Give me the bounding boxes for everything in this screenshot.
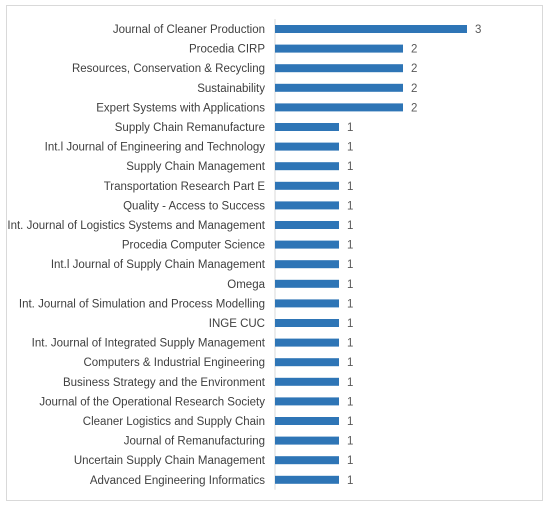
bar (275, 299, 339, 308)
category-label: Int.l Journal of Engineering and Technol… (45, 142, 266, 154)
category-label: Sustainability (197, 83, 265, 95)
bar (275, 123, 339, 131)
category-label: Advanced Engineering Informatics (90, 475, 265, 487)
category-label: Omega (227, 279, 265, 291)
data-label: 1 (347, 338, 353, 350)
bar (275, 377, 339, 386)
data-label: 1 (347, 396, 353, 408)
data-labels-group: 3 2 2 2 2 1 1 1 1 1 1 1 1 1 1 1 1 1 1 1 1 1 1 1 (347, 24, 481, 487)
bar (275, 260, 339, 269)
bar (275, 83, 403, 92)
data-label: 1 (347, 181, 353, 193)
data-label: 1 (347, 122, 353, 134)
bar (275, 162, 339, 171)
data-label: 1 (347, 475, 353, 487)
category-label: Computers & Industrial Engineering (83, 357, 265, 369)
data-label: 1 (347, 436, 353, 448)
data-label: 1 (347, 240, 353, 252)
category-label: Procedia Computer Science (122, 240, 265, 252)
bar (275, 181, 339, 190)
bar (275, 417, 339, 425)
category-label: Journal of the Operational Research Soci… (39, 396, 265, 408)
data-label: 1 (347, 318, 353, 330)
data-label: 1 (347, 142, 353, 154)
category-labels-group: Journal of Cleaner Production Procedia CI… (7, 24, 265, 487)
data-label: 1 (347, 416, 353, 428)
data-label: 2 (411, 44, 417, 56)
data-label: 1 (347, 259, 353, 271)
data-label: 2 (411, 63, 417, 75)
data-label: 2 (411, 83, 417, 95)
category-label: Business Strategy and the Environment (63, 377, 266, 389)
category-label: Int. Journal of Simulation and Process M… (19, 298, 265, 310)
bar (275, 44, 403, 53)
category-label: Int. Journal of Integrated Supply Manage… (32, 338, 266, 350)
category-label: Int.l Journal of Supply Chain Management (51, 259, 266, 271)
bar (275, 338, 339, 347)
category-label: INGE CUC (209, 318, 265, 330)
bar (275, 142, 339, 151)
bar (275, 64, 403, 73)
category-label: Expert Systems with Applications (96, 102, 265, 114)
bar (275, 436, 339, 445)
category-label: Int. Journal of Logistics Systems and Ma… (7, 220, 265, 232)
data-label: 1 (347, 377, 353, 389)
bar (275, 319, 339, 327)
category-label: Procedia CIRP (189, 44, 265, 56)
category-label: Quality - Access to Success (123, 200, 265, 212)
category-label: Cleaner Logistics and Supply Chain (83, 416, 265, 428)
bar (275, 279, 339, 288)
category-label: Uncertain Supply Chain Management (74, 455, 266, 467)
bar (275, 103, 403, 112)
bar (275, 475, 339, 484)
data-label: 1 (347, 455, 353, 467)
bar (275, 456, 339, 465)
bars-group (275, 25, 467, 484)
category-label: Resources, Conservation & Recycling (72, 63, 265, 75)
bar (275, 358, 339, 367)
category-label: Journal of Cleaner Production (113, 24, 265, 36)
data-label: 1 (347, 220, 353, 232)
bar (275, 25, 467, 33)
bar (275, 221, 339, 229)
category-label: Transportation Research Part E (104, 181, 266, 193)
data-label: 1 (347, 200, 353, 212)
data-label: 1 (347, 357, 353, 369)
data-label: 1 (347, 279, 353, 291)
bar (275, 201, 339, 210)
data-label: 3 (475, 24, 481, 36)
category-label: Journal of Remanufacturing (124, 436, 265, 448)
bar (275, 397, 339, 406)
data-label: 1 (347, 161, 353, 173)
category-label: Supply Chain Management (126, 161, 266, 173)
category-label: Supply Chain Remanufacture (115, 122, 265, 134)
data-label: 1 (347, 298, 353, 310)
bar (275, 240, 339, 249)
data-label: 2 (411, 102, 417, 114)
